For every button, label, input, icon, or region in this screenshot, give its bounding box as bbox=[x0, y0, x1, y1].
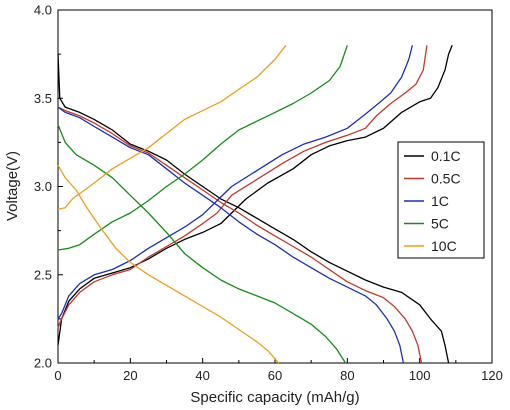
series-10C-charge-line bbox=[57, 44, 287, 211]
legend-label: 1C bbox=[431, 193, 449, 209]
legend-label: 0.1C bbox=[431, 148, 461, 164]
ticks: 0 20 40 60 80 100 120 2.0 2.5 3.0 3.5 4.0 bbox=[34, 3, 503, 384]
x-tick-label: 60 bbox=[268, 368, 282, 383]
x-tick-label: 20 bbox=[123, 368, 137, 383]
legend-label: 0.5C bbox=[431, 171, 461, 187]
series-1C-charge-line bbox=[57, 45, 414, 320]
series-layer bbox=[57, 44, 453, 364]
series-5C-charge-line bbox=[57, 45, 348, 251]
y-tick-label: 3.5 bbox=[34, 91, 52, 106]
legend-label: 5C bbox=[431, 216, 449, 232]
y-tick-label: 3.0 bbox=[34, 179, 52, 194]
x-tick-label: 120 bbox=[481, 368, 503, 383]
series-1C-discharge-line bbox=[57, 106, 405, 364]
series-0.5C-discharge-line bbox=[57, 106, 423, 364]
series-0.1C-discharge-line bbox=[57, 54, 450, 364]
legend-box bbox=[397, 141, 485, 259]
y-tick-label: 4.0 bbox=[34, 3, 52, 18]
legend-label: 10C bbox=[431, 238, 457, 254]
series-0.5C-charge-line bbox=[57, 45, 428, 328]
x-tick-label: 0 bbox=[54, 368, 61, 383]
x-tick-label: 80 bbox=[340, 368, 354, 383]
y-tick-label: 2.0 bbox=[34, 356, 52, 371]
x-tick-label: 100 bbox=[409, 368, 431, 383]
y-tick-label: 2.5 bbox=[34, 267, 52, 282]
series-5C-discharge-line bbox=[57, 124, 347, 364]
series-0.1C-charge-line bbox=[57, 45, 453, 346]
y-axis-title: Voltage(V) bbox=[4, 151, 21, 221]
x-axis-title: Specific capacity (mAh/g) bbox=[190, 389, 359, 406]
legend: 0.1C 0.5C 1C 5C 10C bbox=[397, 141, 485, 259]
series-10C-discharge-line bbox=[57, 164, 280, 364]
x-tick-label: 40 bbox=[195, 368, 209, 383]
